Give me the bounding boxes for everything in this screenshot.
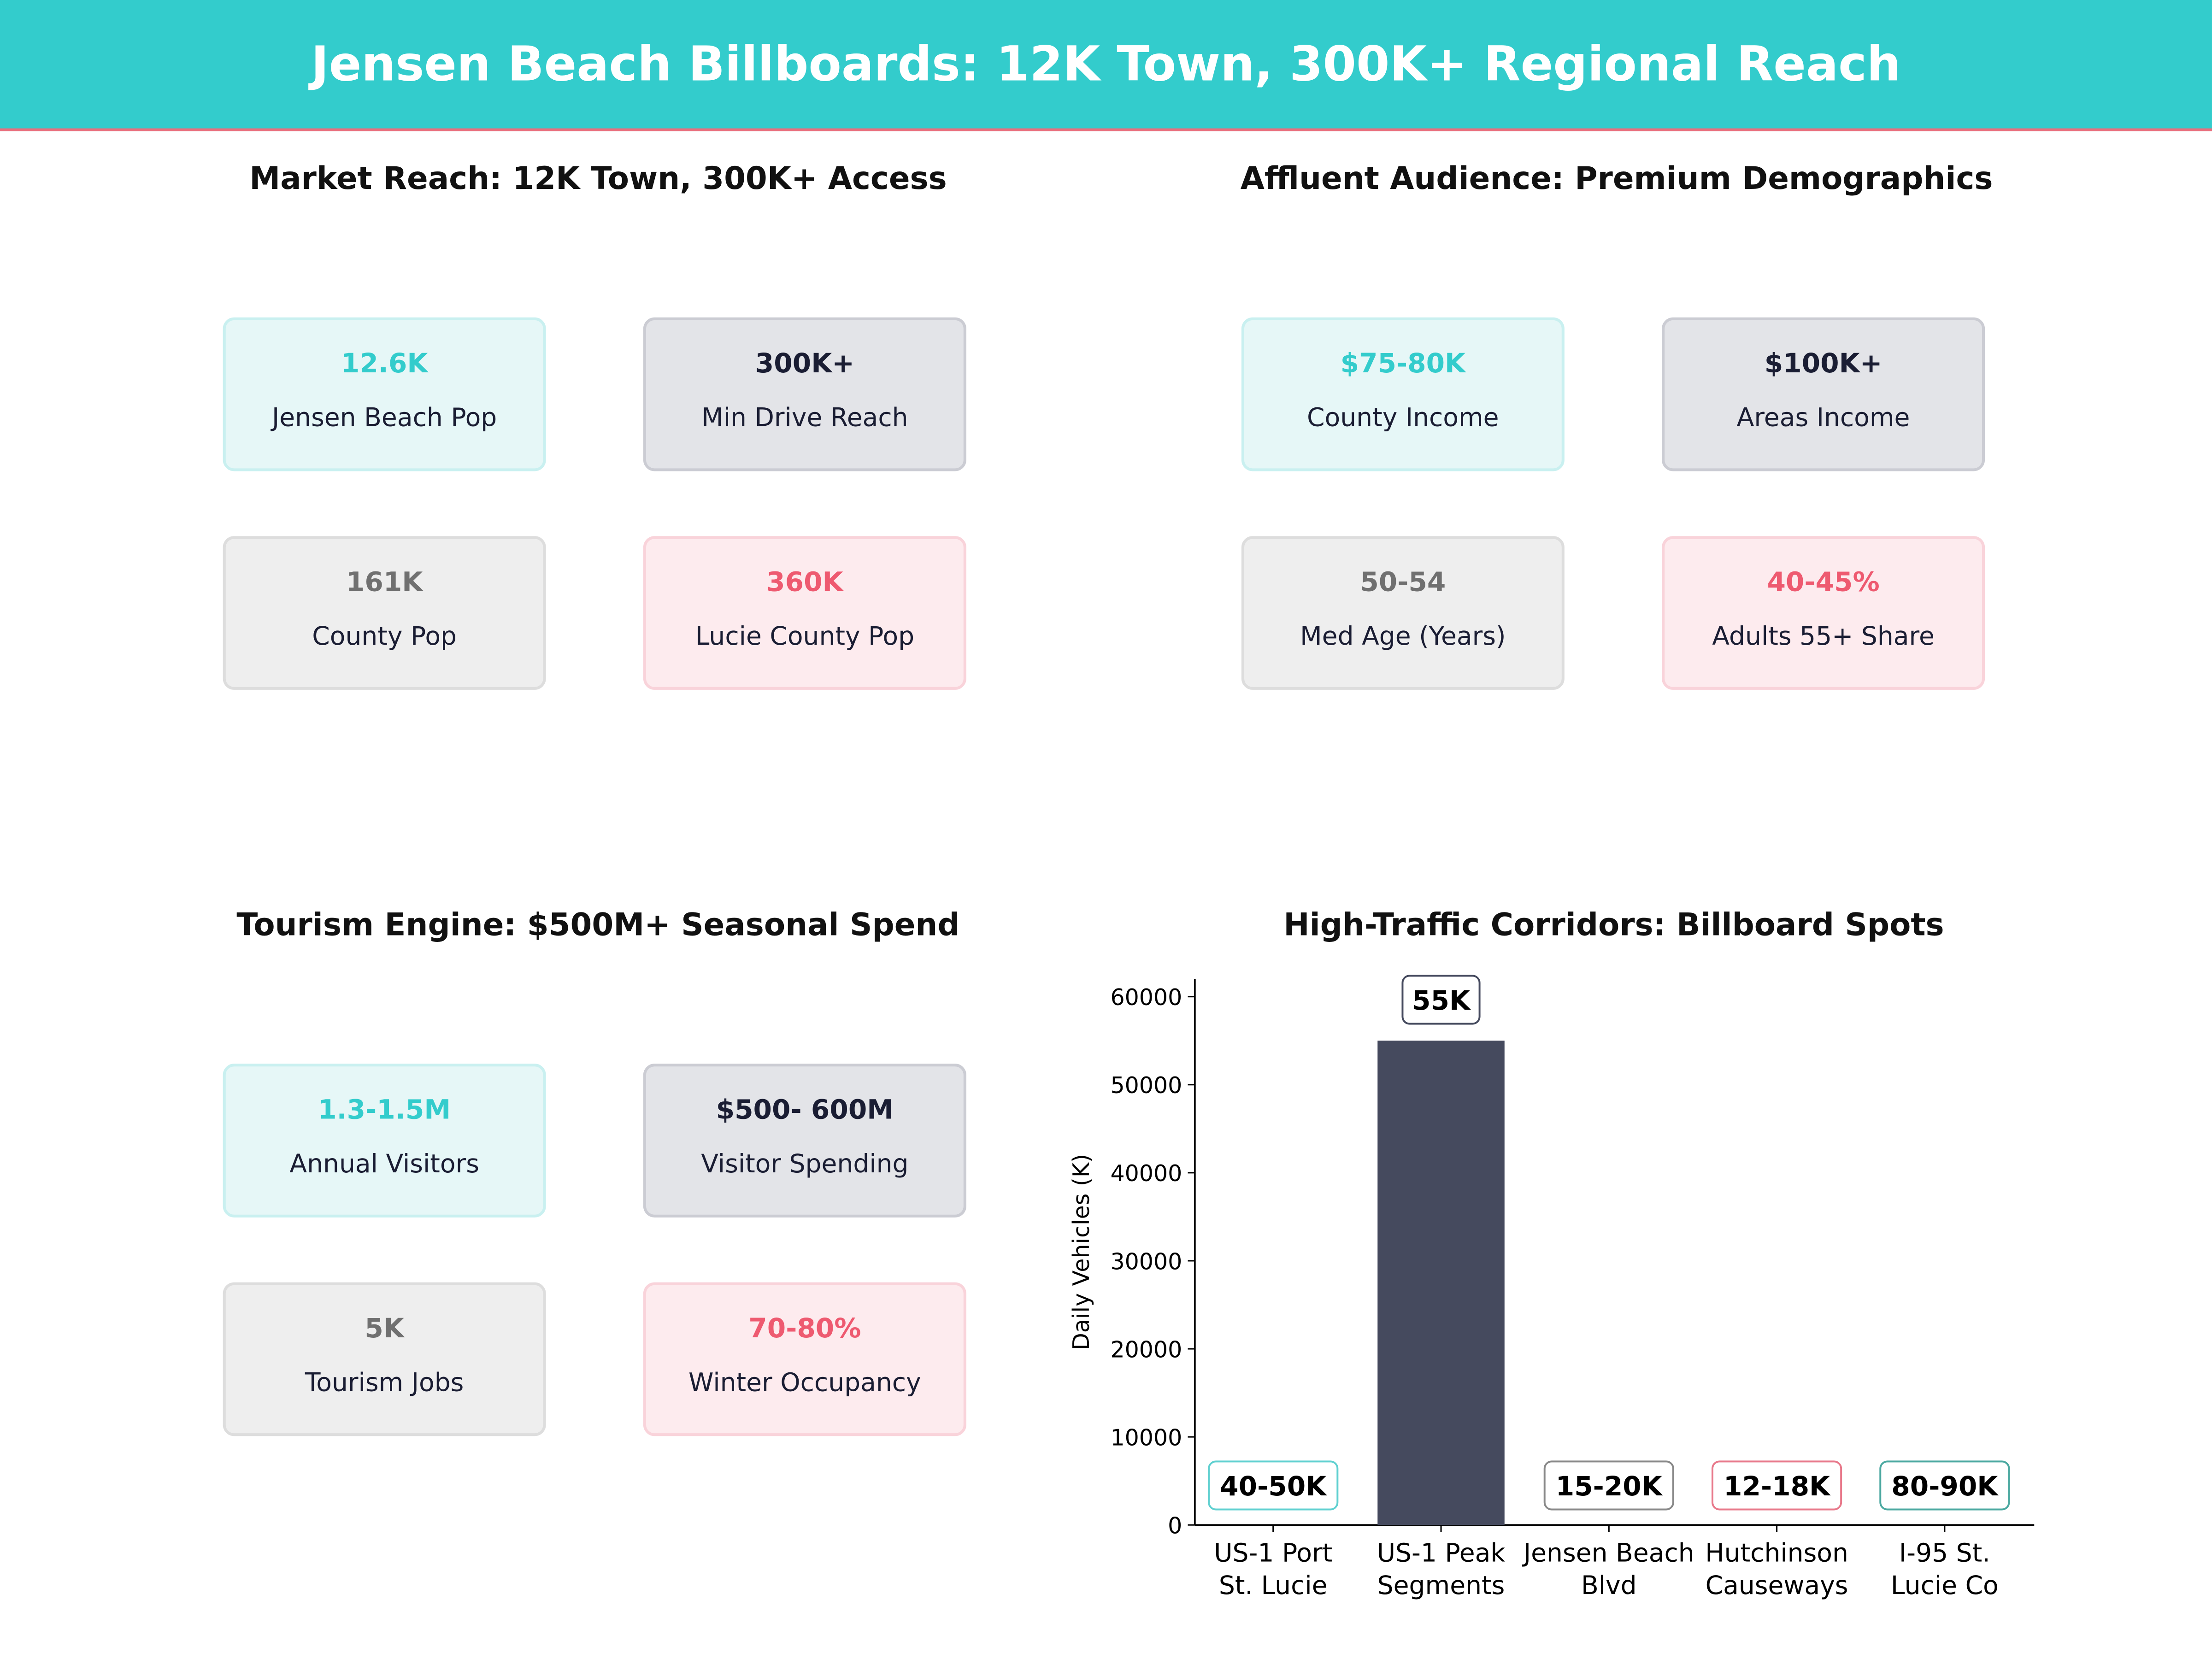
y-axis-label: Daily Vehicles (K) — [1068, 1154, 1094, 1350]
kpi-card: 161K County Pop — [223, 536, 546, 690]
y-tick-label: 60000 — [1111, 984, 1182, 1011]
data-label-text: 55K — [1412, 985, 1471, 1016]
y-tick-label: 40000 — [1111, 1160, 1182, 1187]
kpi-card: 5K Tourism Jobs — [223, 1282, 546, 1436]
panel-title: Market Reach: 12K Town, 300K+ Access — [249, 162, 947, 198]
kpi-card: $75-80K County Income — [1241, 317, 1565, 471]
kpi-value: 5K — [365, 1313, 404, 1345]
kpi-card: 1.3-1.5M Annual Visitors — [223, 1064, 546, 1218]
kpi-value: 70-80% — [748, 1313, 861, 1345]
panel-title: Tourism Engine: $500M+ Seasonal Spend — [236, 908, 960, 944]
kpi-value: $500- 600M — [716, 1094, 894, 1126]
kpi-card: 12.6K Jensen Beach Pop — [223, 317, 546, 471]
data-label-box — [1879, 1460, 2010, 1511]
panel-title: Affluent Audience: Premium Demographics — [1240, 162, 1993, 198]
data-label: 80-90K — [1879, 1460, 2010, 1511]
data-label-box — [1543, 1460, 1674, 1511]
x-tick-label: Blvd — [1581, 1571, 1637, 1600]
y-tick-label: 20000 — [1111, 1336, 1182, 1363]
kpi-card: $500- 600M Visitor Spending — [643, 1064, 966, 1218]
kpi-label: Winter Occupancy — [688, 1368, 921, 1398]
y-tick-label: 10000 — [1111, 1424, 1182, 1451]
kpi-card: 40-45% Adults 55+ Share — [1662, 536, 1985, 690]
kpi-label: Annual Visitors — [289, 1149, 479, 1180]
y-tick-label: 0 — [1168, 1513, 1182, 1539]
kpi-value: 1.3-1.5M — [318, 1094, 451, 1126]
kpi-label: Lucie County Pop — [695, 622, 915, 652]
kpi-value: 50-54 — [1360, 567, 1446, 598]
kpi-label: Visitor Spending — [701, 1149, 909, 1180]
kpi-card: 360K Lucie County Pop — [643, 536, 966, 690]
x-tick-label: Lucie Co — [1891, 1571, 1999, 1600]
data-label: 55K — [1401, 975, 1481, 1025]
bar — [1377, 1041, 1505, 1525]
data-label-box — [1712, 1460, 1842, 1511]
x-tick-label: I-95 St. — [1899, 1538, 1990, 1568]
kpi-value: $75-80K — [1340, 348, 1466, 380]
data-label: 15-20K — [1543, 1460, 1674, 1511]
kpi-card: 300K+ Min Drive Reach — [643, 317, 966, 471]
kpi-label: Jensen Beach Pop — [271, 403, 497, 433]
kpi-label: Tourism Jobs — [305, 1368, 464, 1398]
kpi-value: 161K — [346, 567, 423, 598]
kpi-value: 360K — [766, 567, 843, 598]
kpi-card: 50-54 Med Age (Years) — [1241, 536, 1565, 690]
kpi-label: Adults 55+ Share — [1712, 622, 1935, 652]
chart-title: High-Traffic Corridors: Billboard Spots — [1283, 908, 1944, 944]
data-label-text: 12-18K — [1724, 1471, 1831, 1502]
x-tick-label: Segments — [1377, 1571, 1505, 1600]
kpi-value: $100K+ — [1764, 348, 1883, 380]
data-label-text: 15-20K — [1556, 1471, 1663, 1502]
x-tick-label: St. Lucie — [1219, 1571, 1328, 1600]
data-label-text: 80-90K — [1891, 1471, 1999, 1502]
x-tick-label: Causeways — [1706, 1571, 1848, 1600]
kpi-label: Min Drive Reach — [701, 403, 908, 433]
data-label-text: 40-50K — [1220, 1471, 1327, 1502]
x-tick-label: Jensen Beach — [1522, 1538, 1694, 1568]
y-tick-label: 50000 — [1111, 1072, 1182, 1099]
data-label-box — [1208, 1460, 1339, 1511]
kpi-value: 40-45% — [1767, 567, 1880, 598]
kpi-value: 300K+ — [755, 348, 855, 380]
kpi-label: Areas Income — [1736, 403, 1910, 433]
x-tick-label: US-1 Port — [1214, 1538, 1332, 1568]
data-label: 40-50K — [1208, 1460, 1339, 1511]
kpi-card: $100K+ Areas Income — [1662, 317, 1985, 471]
header-banner: Jensen Beach Billboards: 12K Town, 300K+… — [0, 0, 2212, 131]
data-label-box — [1401, 975, 1481, 1025]
page-title: Jensen Beach Billboards: 12K Town, 300K+… — [311, 36, 1901, 93]
kpi-label: County Pop — [312, 622, 457, 652]
y-tick-label: 30000 — [1111, 1248, 1182, 1275]
x-tick-label: Hutchinson — [1705, 1538, 1848, 1568]
kpi-value: 12.6K — [341, 348, 428, 380]
data-label: 12-18K — [1712, 1460, 1842, 1511]
kpi-label: County Income — [1307, 403, 1499, 433]
x-tick-label: US-1 Peak — [1377, 1538, 1506, 1568]
kpi-card: 70-80% Winter Occupancy — [643, 1282, 966, 1436]
kpi-label: Med Age (Years) — [1300, 622, 1506, 652]
